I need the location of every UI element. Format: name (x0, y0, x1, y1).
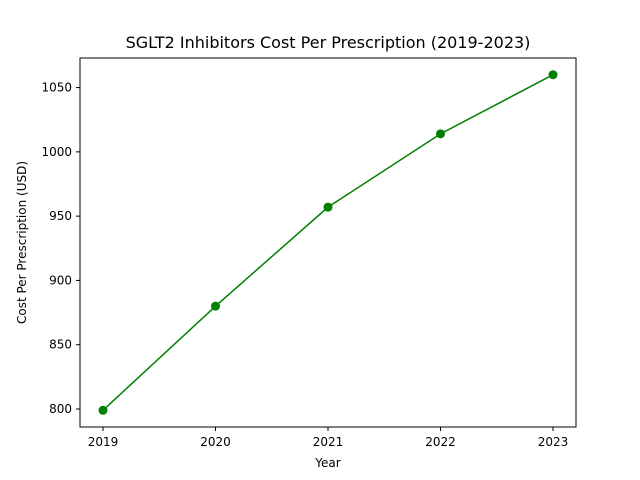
y-tick-label: 850 (49, 338, 72, 352)
data-point (436, 129, 445, 139)
y-tick-label: 900 (49, 273, 72, 287)
series-markers (98, 70, 558, 415)
y-tick-label: 950 (49, 209, 72, 223)
series-line (102, 74, 554, 411)
y-tick-label: 800 (49, 402, 72, 416)
x-tick-label: 2020 (200, 435, 231, 449)
x-tick-label: 2023 (538, 435, 569, 449)
x-tick-label: 2021 (313, 435, 344, 449)
y-tick-label: 1050 (41, 81, 72, 95)
y-axis-label: Cost Per Prescription (USD) (15, 161, 29, 324)
y-tick-label: 1000 (41, 145, 72, 159)
data-point (548, 70, 558, 80)
plot-area-frame (79, 57, 577, 428)
data-point (211, 301, 220, 311)
chart-title: SGLT2 Inhibitors Cost Per Prescription (… (126, 33, 531, 52)
data-point (323, 202, 333, 212)
x-axis: 2019 2020 2021 2022 2023 (88, 427, 569, 449)
x-tick-label: 2019 (88, 435, 119, 449)
x-tick-label: 2022 (425, 435, 456, 449)
data-point (98, 405, 108, 415)
y-axis: 800 850 900 950 1000 1050 (41, 81, 80, 416)
x-axis-label: Year (314, 456, 340, 470)
